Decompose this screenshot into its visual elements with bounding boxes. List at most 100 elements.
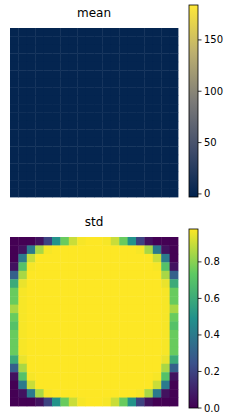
cell	[153, 172, 162, 181]
cell	[136, 36, 145, 45]
cell	[170, 338, 179, 347]
cell	[35, 330, 44, 339]
cell	[102, 296, 111, 305]
cell	[18, 271, 27, 280]
cell	[170, 245, 179, 254]
cell	[161, 172, 170, 181]
cell	[128, 279, 137, 288]
cell	[144, 355, 153, 364]
cell	[153, 53, 162, 62]
cell	[161, 271, 170, 280]
cell	[161, 381, 170, 390]
cell	[102, 121, 111, 130]
cell	[111, 305, 120, 314]
cell	[128, 372, 137, 381]
cell	[69, 347, 78, 356]
cell	[35, 36, 44, 45]
cell	[69, 36, 78, 45]
cell	[18, 129, 27, 138]
cell	[52, 163, 61, 172]
cell	[35, 288, 44, 297]
cell	[77, 146, 86, 155]
cell	[10, 189, 19, 198]
cell	[18, 389, 27, 398]
cell	[111, 53, 120, 62]
cell	[77, 389, 86, 398]
cell	[10, 70, 19, 79]
cell	[144, 347, 153, 356]
cell	[119, 338, 128, 347]
cell	[128, 96, 137, 105]
cell	[69, 129, 78, 138]
cell	[27, 172, 36, 181]
cell	[102, 36, 111, 45]
cell	[128, 271, 137, 280]
cell	[94, 355, 103, 364]
cell	[94, 113, 103, 122]
cell	[144, 45, 153, 54]
cell	[136, 364, 145, 373]
cell	[10, 372, 19, 381]
cell	[102, 330, 111, 339]
cell	[94, 338, 103, 347]
cell	[161, 163, 170, 172]
cell	[77, 322, 86, 331]
cell	[35, 262, 44, 271]
cell	[170, 296, 179, 305]
cell	[10, 53, 19, 62]
cell	[35, 146, 44, 155]
cell	[27, 347, 36, 356]
cell	[111, 163, 120, 172]
cell	[144, 338, 153, 347]
cell	[94, 322, 103, 331]
cell	[52, 121, 61, 130]
cell	[27, 254, 36, 263]
cell	[44, 155, 53, 164]
cell	[10, 330, 19, 339]
cell	[153, 279, 162, 288]
cell	[44, 322, 53, 331]
cell	[161, 338, 170, 347]
cell	[35, 180, 44, 189]
cell	[52, 62, 61, 71]
cell	[94, 189, 103, 198]
cell	[35, 245, 44, 254]
cell	[170, 104, 179, 113]
cell	[111, 254, 120, 263]
cell	[94, 372, 103, 381]
cell	[119, 322, 128, 331]
cell	[128, 172, 137, 181]
cell	[119, 28, 128, 37]
cell	[153, 96, 162, 105]
cell	[52, 338, 61, 347]
cell	[144, 389, 153, 398]
cell	[60, 398, 69, 407]
cell	[136, 113, 145, 122]
cell	[94, 262, 103, 271]
cell	[27, 138, 36, 147]
cell	[18, 262, 27, 271]
cell	[136, 355, 145, 364]
cell	[161, 129, 170, 138]
cell	[18, 245, 27, 254]
cell	[60, 389, 69, 398]
cell	[18, 146, 27, 155]
cell	[77, 347, 86, 356]
cell	[119, 279, 128, 288]
cell	[136, 381, 145, 390]
cell	[60, 155, 69, 164]
cell	[52, 296, 61, 305]
cell	[10, 36, 19, 45]
cell	[86, 28, 95, 37]
cell	[144, 129, 153, 138]
cell	[144, 254, 153, 263]
cell	[77, 155, 86, 164]
cell	[52, 288, 61, 297]
cell	[18, 138, 27, 147]
tick-label: 0.0	[204, 403, 220, 414]
cell	[170, 180, 179, 189]
cell	[60, 271, 69, 280]
cell	[44, 104, 53, 113]
cell	[136, 313, 145, 322]
cell	[44, 172, 53, 181]
